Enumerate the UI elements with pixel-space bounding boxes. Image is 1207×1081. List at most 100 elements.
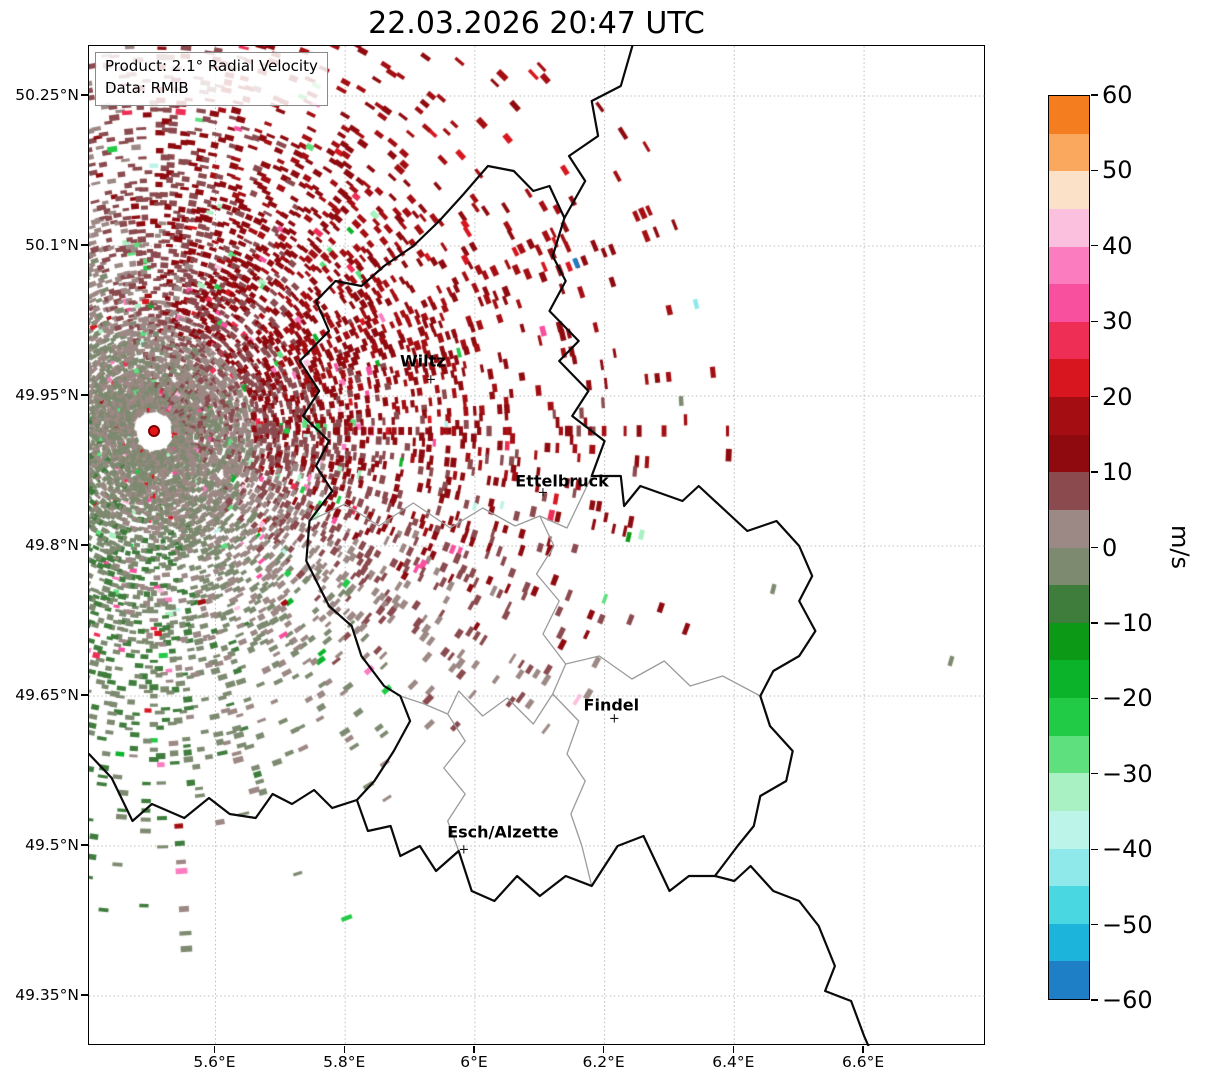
product-label: Product: 2.1° Radial Velocity [105,57,318,75]
colorbar-segment [1049,585,1089,623]
colorbar-segment [1049,961,1089,999]
radar-echo-layer [89,46,986,1046]
colorbar-segment [1049,698,1089,736]
colorbar-tick-label: 50 [1102,156,1133,185]
colorbar-tick-mark [1091,169,1098,172]
colorbar-segment [1049,810,1089,849]
axis-tick-mark [81,244,88,246]
colorbar-segment [1049,472,1089,510]
colorbar-tick-mark [1091,999,1098,1001]
colorbar-segment [1049,735,1089,774]
x-tick-label: 6.6°E [841,1053,885,1071]
colorbar-segment [1049,622,1089,661]
axis-tick-mark [81,94,88,96]
colorbar-tick-mark [1091,697,1098,699]
colorbar-segment [1049,886,1089,924]
x-tick-label: 5.6°E [193,1053,236,1071]
figure-title: 22.03.2026 20:47 UTC [368,6,705,41]
axis-tick-mark [343,1046,345,1053]
x-tick-label: 6.2°E [582,1053,625,1071]
district-border [399,695,449,715]
city-label: Ettelbruck [515,471,609,491]
y-tick-label: 49.35°N [15,986,79,1004]
city-marker: + [458,842,470,858]
colorbar-segment [1049,773,1089,811]
country-border [713,864,870,1046]
colorbar-tick-mark [1091,396,1098,398]
colorbar-segment [1049,208,1089,247]
data-source-label: Data: RMIB [105,78,189,97]
colorbar-tick-mark [1091,923,1098,926]
colorbar-tick-label: 60 [1102,81,1133,109]
colorbar-tick-label: −60 [1102,986,1153,1014]
city-label: Esch/Alzette [447,822,559,842]
colorbar-tick-label: −30 [1102,759,1153,788]
y-tick-label: 49.8°N [25,536,79,554]
colorbar-tick-mark [1091,848,1098,850]
axis-tick-mark [602,1046,605,1053]
city-layer: + Wiltz + Ettelbruck + Findel + Esch/Alzette [89,46,984,1044]
country-border [298,164,817,903]
colorbar-tick-mark [1091,546,1098,549]
colorbar-segment [1049,171,1089,209]
district-border [565,655,761,697]
radar-site-marker [147,425,160,437]
colorbar-segment [1049,547,1089,586]
colorbar-segment [1049,509,1089,548]
axis-tick-mark [81,544,88,546]
x-tick-label: 5.8°E [323,1053,366,1071]
colorbar-segment [1049,133,1089,172]
x-tick-label: 6.4°E [712,1053,755,1071]
country-border [563,46,634,220]
district-border [308,475,593,529]
city-label: Findel [583,695,640,715]
y-tick-label: 49.95°N [15,386,79,404]
y-tick-label: 49.65°N [15,686,79,704]
city-label: Wiltz [400,351,446,371]
y-tick-label: 50.1°N [25,236,79,254]
colorbar-tick-mark [1091,94,1098,96]
axis-tick-mark [732,1046,734,1053]
colorbar-segment [1049,848,1089,887]
city-marker: + [537,485,549,501]
city-marker: + [425,372,437,388]
axis-tick-mark [473,1046,475,1053]
product-info-box: Product: 2.1° Radial Velocity Data: RMIB [95,52,328,106]
colorbar-unit-label: m/s [1166,525,1194,569]
colorbar-tick-label: 0 [1102,533,1118,562]
colorbar-segment [1049,359,1089,397]
colorbar-tick-label: −40 [1102,835,1153,864]
city-marker: + [608,711,620,727]
map-plot: Product: 2.1° Radial Velocity Data: RMIB… [88,45,986,1046]
y-tick-label: 50.25°N [15,86,79,104]
colorbar-segment [1049,397,1089,435]
axis-tick-mark [81,844,88,846]
border-layer [89,46,870,1046]
colorbar-tick-mark [1091,320,1098,322]
colorbar-tick-label: 30 [1102,307,1133,336]
colorbar-segment [1049,660,1089,698]
colorbar-segment [1049,321,1089,360]
colorbar-tick-label: −50 [1102,910,1153,939]
colorbar-tick-label: 40 [1102,231,1133,260]
axis-tick-mark [81,994,88,996]
y-tick-label: 49.5°N [25,836,79,854]
colorbar-segment [1049,434,1089,473]
axis-tick-mark [81,394,88,396]
colorbar-segment [1049,923,1089,962]
colorbar [1048,95,1090,1000]
colorbar-tick-mark [1091,245,1098,247]
colorbar-tick-mark [1091,773,1098,775]
colorbar-tick-mark [1091,622,1098,624]
colorbar-tick-label: −20 [1102,684,1153,713]
colorbar-segment [1049,96,1089,134]
x-tick-label: 6°E [460,1053,488,1071]
colorbar-segment [1049,284,1089,322]
colorbar-segment [1049,246,1089,285]
country-border [89,752,358,823]
colorbar-tick-label: 10 [1102,458,1133,487]
colorbar-tick-label: 20 [1102,382,1133,411]
axis-tick-mark [81,694,88,696]
axis-tick-mark [213,1046,216,1053]
